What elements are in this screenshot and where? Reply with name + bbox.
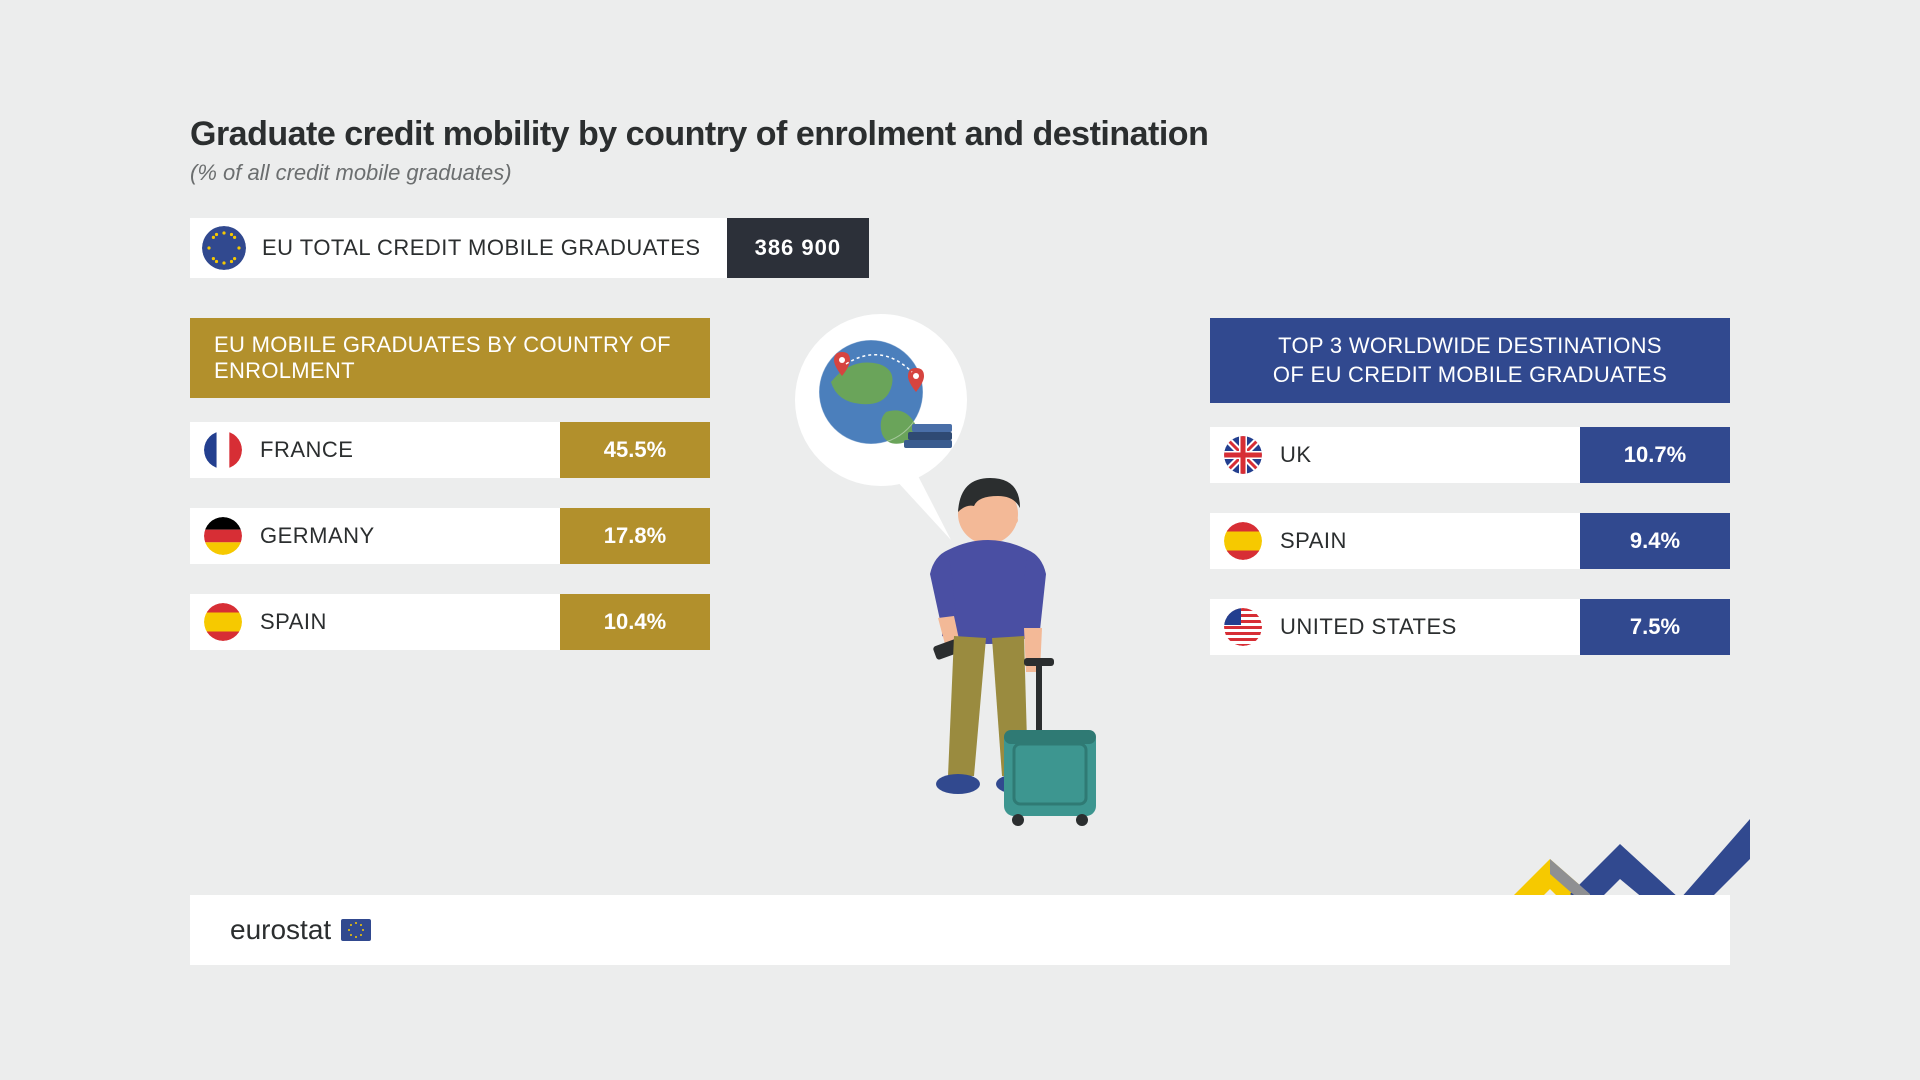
us-flag-icon — [1224, 608, 1262, 646]
country-label: GERMANY — [260, 523, 375, 549]
brand-text: eurostat — [230, 914, 331, 946]
value-badge: 10.7% — [1580, 427, 1730, 483]
uk-flag-icon — [1224, 436, 1262, 474]
total-label: EU TOTAL CREDIT MOBILE GRADUATES — [262, 235, 701, 261]
traveller-illustration-icon — [776, 312, 1136, 872]
list-item: SPAIN 9.4% — [1210, 513, 1730, 569]
enrolment-header: EU MOBILE GRADUATES BY COUNTRY OF ENROLM… — [190, 318, 710, 398]
spain-flag-icon — [204, 603, 242, 641]
france-flag-icon — [204, 431, 242, 469]
list-item: UNITED STATES 7.5% — [1210, 599, 1730, 655]
destination-header: TOP 3 WORLDWIDE DESTINATIONS OF EU CREDI… — [1210, 318, 1730, 403]
country-label: UK — [1280, 442, 1312, 468]
value-badge: 10.4% — [560, 594, 710, 650]
value-badge: 9.4% — [1580, 513, 1730, 569]
page-title: Graduate credit mobility by country of e… — [190, 115, 1730, 154]
list-item: FRANCE 45.5% — [190, 422, 710, 478]
enrolment-column: EU MOBILE GRADUATES BY COUNTRY OF ENROLM… — [190, 318, 710, 685]
value-badge: 17.8% — [560, 508, 710, 564]
destination-column: TOP 3 WORLDWIDE DESTINATIONS OF EU CREDI… — [1210, 318, 1730, 685]
country-label: SPAIN — [260, 609, 327, 635]
total-left: EU TOTAL CREDIT MOBILE GRADUATES — [190, 218, 727, 278]
page-subtitle: (% of all credit mobile graduates) — [190, 160, 1730, 186]
value-badge: 7.5% — [1580, 599, 1730, 655]
country-label: FRANCE — [260, 437, 353, 463]
list-item: UK 10.7% — [1210, 427, 1730, 483]
list-item: SPAIN 10.4% — [190, 594, 710, 650]
germany-flag-icon — [204, 517, 242, 555]
value-badge: 45.5% — [560, 422, 710, 478]
eurostat-logo: eurostat — [230, 914, 371, 946]
total-bar: EU TOTAL CREDIT MOBILE GRADUATES 386 900 — [190, 218, 1730, 278]
spain-flag-icon — [1224, 522, 1262, 560]
footer: eurostat — [190, 895, 1730, 965]
country-label: SPAIN — [1280, 528, 1347, 554]
total-value: 386 900 — [727, 218, 870, 278]
eu-flag-icon — [202, 226, 246, 270]
country-label: UNITED STATES — [1280, 614, 1457, 640]
list-item: GERMANY 17.8% — [190, 508, 710, 564]
eu-square-icon — [341, 919, 371, 941]
